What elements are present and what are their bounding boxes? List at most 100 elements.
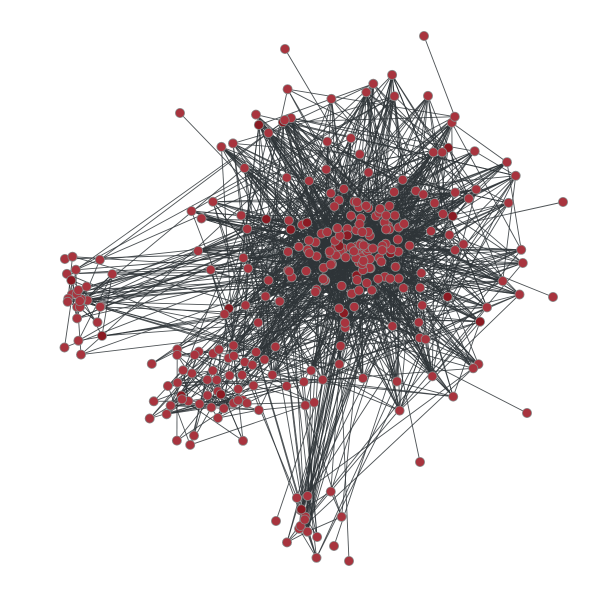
graph-node [481,302,492,313]
graph-node [358,255,369,266]
graph-edge [330,98,340,247]
graph-edge [367,207,520,295]
graph-edge [66,95,395,275]
graph-edge [71,278,399,295]
graph-node [366,285,377,296]
graph-node [72,313,83,324]
graph-node [325,259,336,270]
graph-node [94,254,105,265]
graph-node [322,136,333,147]
graph-node [321,164,332,175]
graph-node [420,334,431,345]
graph-edge [79,228,248,308]
graph-edge [409,245,433,377]
graph-node [381,224,392,235]
graph-node [381,210,392,221]
graph-node [211,374,222,385]
graph-node [243,263,254,274]
graph-node [389,91,400,102]
graph-node [324,246,335,257]
graph-edge [101,83,374,337]
graph-node [413,317,424,328]
graph-node [358,240,369,251]
graph-node [174,108,185,119]
graph-node [340,252,351,263]
graph-node [517,257,528,268]
graph-edge [290,117,323,234]
graph-node [219,309,230,320]
graph-node [444,229,455,240]
graph-node [285,224,296,235]
graph-node [437,208,448,219]
graph-node [270,341,281,352]
graph-node [247,359,258,370]
graph-node [345,210,356,221]
graph-node [171,435,182,446]
graph-node [202,390,213,401]
graph-node [361,200,372,211]
graph-edge [99,121,284,261]
graph-node [368,78,379,89]
graph-node [259,354,270,365]
graph-edge [216,322,346,381]
graph-node [361,278,372,289]
graph-node [274,296,285,307]
graph-edge [284,119,341,251]
graph-edge [282,122,306,520]
graph-node [263,275,274,286]
graph-edge [326,141,387,245]
graph-edge [331,98,524,264]
graph-edge [399,294,520,411]
graph-node [242,223,253,234]
graph-node [447,211,458,222]
graph-node [189,349,200,360]
graph-edge [343,296,448,314]
graph-node [253,317,264,328]
graph-edge [322,367,474,381]
graph-edge [399,175,517,411]
graph-edge [365,92,387,216]
graph-node [224,370,235,381]
graph-edge [76,167,245,308]
graph-edge [391,74,470,199]
graph-edge [425,307,488,340]
graph-edge [296,363,479,499]
graph-node [144,413,155,424]
graph-edge [258,83,374,126]
graph-node [377,245,388,256]
graph-edge [451,122,522,251]
graph-node [205,264,216,275]
graph-node [389,210,400,221]
graph-node [312,532,323,543]
graph-node [206,402,217,413]
graph-node [348,246,359,257]
graph-node [450,187,461,198]
graph-node [458,239,469,250]
graph-edge [78,257,244,308]
graph-node [306,365,317,376]
graph-node [207,196,218,207]
graph-node [317,374,328,385]
graph-node [329,201,340,212]
graph-node [351,196,362,207]
graph-edge [300,290,373,510]
graph-edge [333,287,421,547]
graph-edge [331,194,424,265]
graph-node [250,109,261,120]
graph-node [384,200,395,211]
graph-edge [177,382,225,409]
graph-edge [78,262,523,342]
graph-edge [229,253,339,376]
graph-node [353,285,364,296]
graph-edge [268,279,528,414]
graph-edge [322,280,503,381]
graph-node [437,147,448,158]
graph-node [248,380,259,391]
graph-node [332,223,343,234]
graph-edge [300,249,522,527]
graph-node [267,369,278,380]
graph-node [240,300,251,311]
graph-edge [210,235,371,408]
graph-node [282,246,293,257]
graph-edge [75,121,284,271]
